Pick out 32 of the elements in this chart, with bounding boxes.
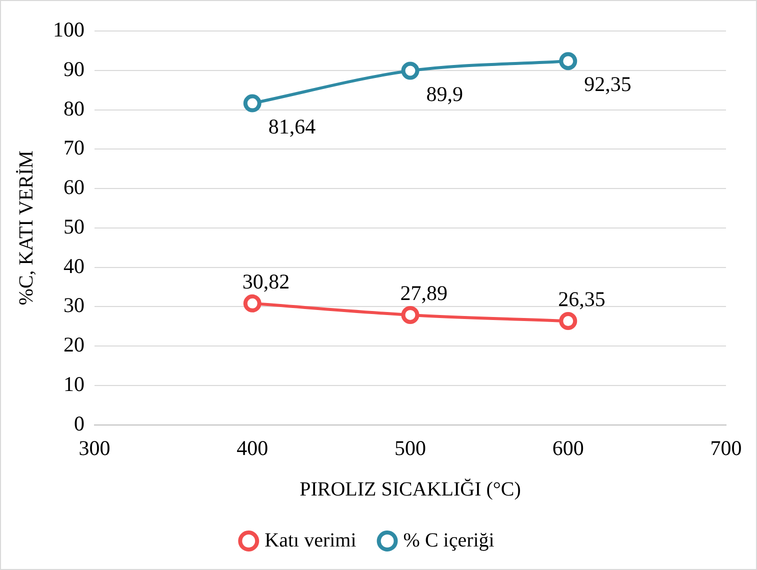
point	[243, 94, 262, 112]
x-tick-label: 300	[78, 436, 110, 460]
y-tick-label: 90	[64, 56, 84, 81]
data-label: 81,64	[268, 114, 316, 138]
data-label: 27,89	[400, 280, 448, 305]
y-tick-label: 60	[64, 175, 84, 200]
y-tick-label: 30	[64, 293, 84, 318]
point	[243, 294, 262, 312]
legend-label: Katı verimi	[264, 529, 357, 552]
y-tick-label: 10	[64, 372, 84, 396]
y-axis-title: %C, KATI VERİM	[15, 150, 38, 306]
data-label: 89,9	[426, 82, 463, 106]
point	[401, 306, 420, 324]
y-tick-label: 70	[64, 136, 84, 160]
x-axis-title: PIROLIZ SICAKLIĞI (°C)	[300, 478, 521, 500]
data-label: 26,35	[558, 287, 606, 312]
x-tick-label: 400	[236, 436, 268, 460]
y-tick-label: 0	[74, 411, 84, 436]
x-tick-label: 700	[710, 436, 742, 460]
x-tick-label: 600	[552, 436, 584, 460]
y-tick-label: 80	[64, 96, 84, 120]
x-tick-label: 500	[394, 436, 426, 460]
y-tick-label: 50	[64, 214, 84, 238]
y-tick-label: 100	[53, 18, 84, 42]
y-tick-label: 20	[64, 332, 84, 357]
y-tick-label: 40	[64, 254, 84, 278]
point	[559, 52, 578, 70]
data-label: 30,82	[242, 269, 290, 294]
point	[401, 62, 420, 80]
legend-label: % C içeriği	[403, 529, 495, 552]
data-label: 92,35	[584, 72, 632, 96]
point	[559, 312, 578, 330]
